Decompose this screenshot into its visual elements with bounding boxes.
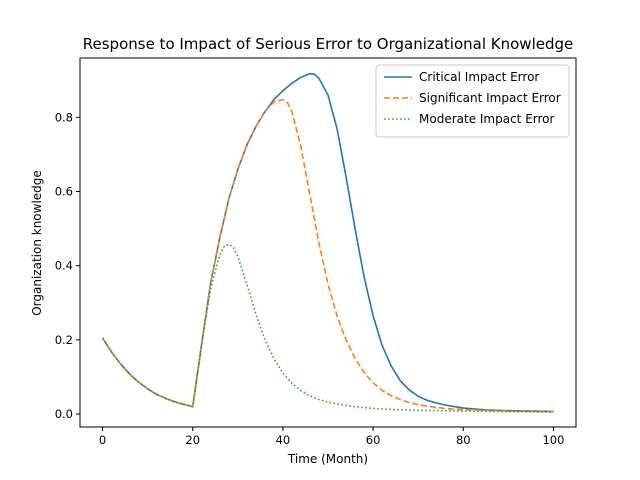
legend-label-3: Moderate Impact Error [419,112,555,126]
x-tick-label: 60 [366,433,381,447]
axes-frame [79,57,577,428]
series-line-3 [101,243,554,413]
x-tick-label: 0 [99,433,106,447]
y-tick-label: 0.6 [55,185,73,199]
legend: Critical Impact Error Significant Impact … [375,64,570,138]
y-axis-label: Organization knowledge [30,170,44,316]
x-axis-label: Time (Month) [287,452,368,466]
legend-label-1: Critical Impact Error [419,70,539,84]
x-tick-label: 80 [456,433,471,447]
x-tick-label: 100 [542,433,564,447]
y-tick-label: 0.4 [55,259,73,273]
legend-label-2: Significant Impact Error [419,91,561,105]
x-tick-label: 20 [185,433,200,447]
y-tick-label: 0.2 [55,333,73,347]
y-tick-label: 0.0 [55,407,73,421]
legend-box [375,64,570,138]
series-line-2 [101,98,554,413]
y-tick-label: 0.8 [55,110,73,124]
plot-area: 0 20 40 60 80 100 0.0 0.2 0.4 0.6 0.8 [55,57,577,447]
x-tick-label: 40 [276,433,291,447]
chart-title: Response to Impact of Serious Error to O… [83,35,574,53]
